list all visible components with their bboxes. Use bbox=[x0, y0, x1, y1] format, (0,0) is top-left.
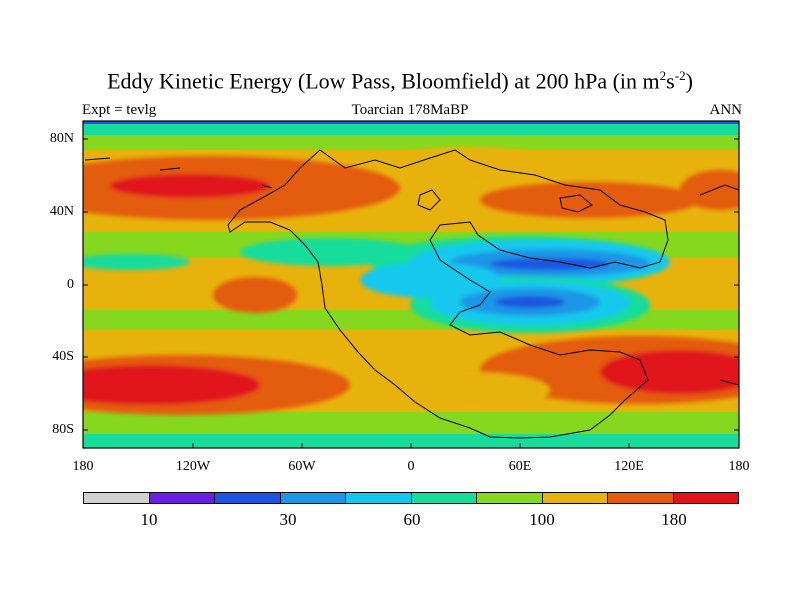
lat-label: 0 bbox=[67, 277, 74, 292]
lon-label: 60E bbox=[508, 459, 532, 474]
colorbar-swatch bbox=[84, 493, 150, 503]
colorbar-label: 30 bbox=[279, 510, 297, 529]
colorbar-label: 100 bbox=[529, 510, 555, 529]
colorbar-label: 180 bbox=[661, 510, 687, 529]
colorbar-label: 60 bbox=[403, 510, 421, 529]
lon-label: 120E bbox=[614, 459, 644, 474]
colorbar-swatch bbox=[673, 493, 738, 503]
colorbar-label: 10 bbox=[140, 510, 158, 529]
colorbar-swatch bbox=[542, 493, 608, 503]
chart-title: Eddy Kinetic Energy (Low Pass, Bloomfiel… bbox=[107, 68, 693, 94]
lat-label: 40N bbox=[49, 204, 74, 219]
colorbar-swatch bbox=[149, 493, 215, 503]
lon-label: 120W bbox=[175, 459, 211, 474]
lon-label: 180 bbox=[72, 459, 94, 474]
lat-label: 80N bbox=[49, 131, 74, 146]
period-label: Toarcian 178MaBP bbox=[351, 102, 469, 118]
lon-label: 180 bbox=[728, 459, 750, 474]
lat-label: 80S bbox=[52, 422, 74, 437]
colorbar-swatch bbox=[346, 493, 412, 503]
colorbar-swatch bbox=[477, 493, 543, 503]
lon-label: 0 bbox=[407, 459, 415, 474]
coastline-pangaea bbox=[227, 149, 669, 439]
colorbar-swatch bbox=[411, 493, 477, 503]
experiment-label: Expt = tevlg bbox=[82, 102, 157, 118]
colorbar-swatch bbox=[280, 493, 346, 503]
colorbar bbox=[83, 492, 739, 504]
season-label: ANN bbox=[709, 102, 743, 118]
lat-label: 40S bbox=[52, 349, 74, 364]
lon-label: 60W bbox=[288, 459, 316, 474]
colorbar-swatch bbox=[608, 493, 674, 503]
colorbar-swatch bbox=[215, 493, 281, 503]
